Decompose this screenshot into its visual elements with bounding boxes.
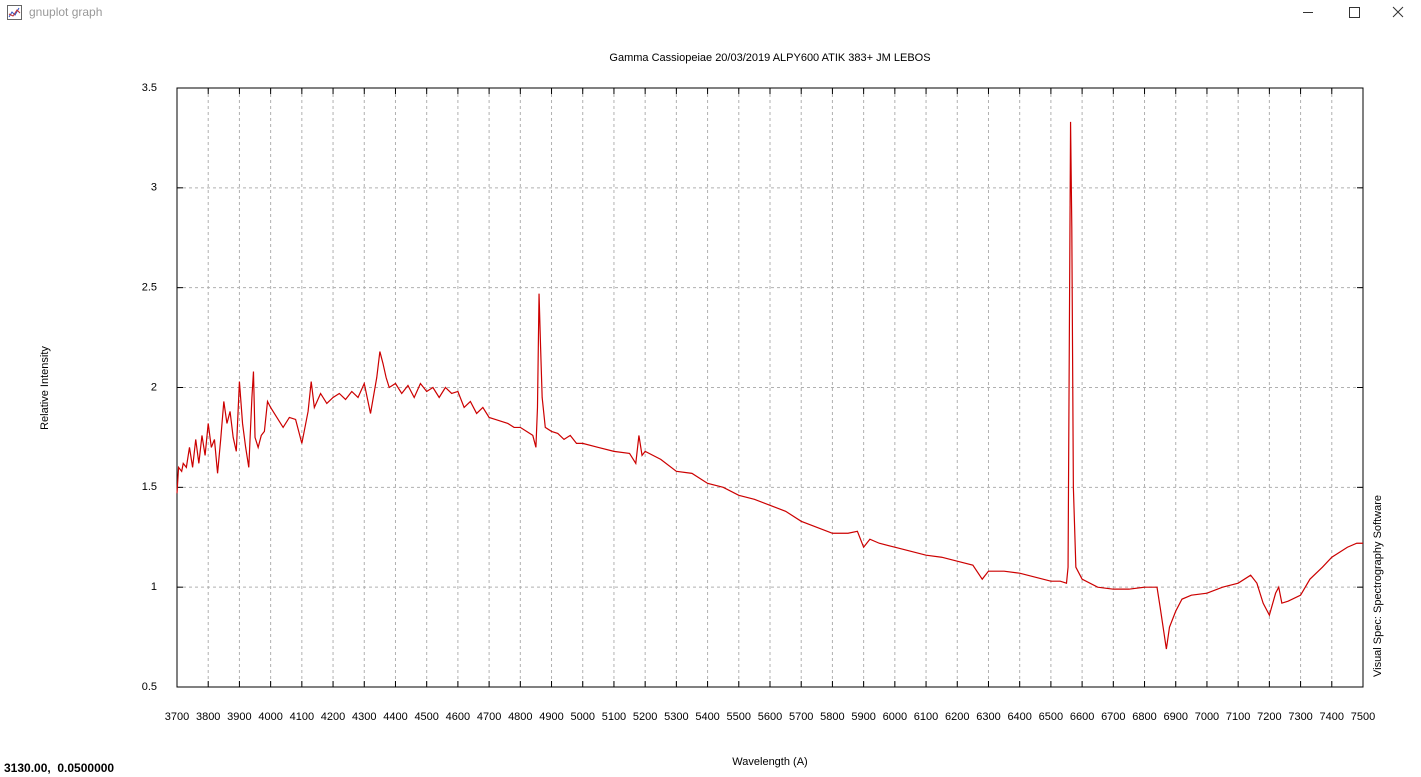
x-tick-label: 6900: [1163, 711, 1187, 723]
x-tick-label: 6000: [883, 711, 907, 723]
status-coordinates: 3130.00, 0.0500000: [4, 761, 115, 775]
x-tick-label: 5700: [789, 711, 813, 723]
x-tick-label: 5900: [851, 711, 875, 723]
x-tick-label: 5600: [758, 711, 782, 723]
minimize-button[interactable]: [1285, 0, 1331, 26]
x-tick-label: 4800: [508, 711, 532, 723]
app-icon: [7, 5, 22, 20]
close-button[interactable]: [1375, 0, 1421, 26]
title-bar: gnuplot graph: [0, 0, 1421, 26]
x-tick-label: 4400: [383, 711, 407, 723]
x-tick-label: 7400: [1320, 711, 1344, 723]
x-tick-label: 5000: [570, 711, 594, 723]
x-tick-label: 6600: [1070, 711, 1094, 723]
x-tick-label: 3700: [165, 711, 189, 723]
x-tick-label: 5100: [602, 711, 626, 723]
x-tick-label: 4600: [446, 711, 470, 723]
x-tick-label: 6100: [914, 711, 938, 723]
x-tick-label: 4100: [290, 711, 314, 723]
x-tick-label: 6400: [1007, 711, 1031, 723]
x-tick-label: 5500: [727, 711, 751, 723]
x-tick-label: 6300: [976, 711, 1000, 723]
spectrum-line: [176, 121, 1363, 650]
window-title: gnuplot graph: [29, 5, 103, 19]
x-tick-label: 7100: [1226, 711, 1250, 723]
y-axis-label: Relative Intensity: [39, 346, 51, 430]
x-tick-label: 6800: [1132, 711, 1156, 723]
x-tick-label: 7300: [1288, 711, 1312, 723]
x-tick-label: 6200: [945, 711, 969, 723]
y-tick-label: 2.5: [142, 282, 157, 294]
x-tick-label: 7500: [1351, 711, 1375, 723]
x-tick-label: 7200: [1257, 711, 1281, 723]
x-tick-label: 3800: [196, 711, 220, 723]
x-tick-label: 7000: [1195, 711, 1219, 723]
right-annotation: Visual Spec: Spectrography Software: [1372, 495, 1384, 677]
y-tick-label: 3.5: [142, 82, 157, 94]
x-axis-label: Wavelength (A): [732, 756, 807, 768]
plot-border: [176, 87, 1364, 688]
y-tick-label: 2: [151, 381, 157, 393]
x-tick-label: 5400: [695, 711, 719, 723]
x-tick-label: 3900: [227, 711, 251, 723]
y-tick-label: 1: [151, 581, 157, 593]
x-tick-label: 4300: [352, 711, 376, 723]
maximize-button[interactable]: [1331, 0, 1377, 26]
y-tick-label: 1.5: [142, 481, 157, 493]
x-tick-label: 4900: [539, 711, 563, 723]
x-tick-label: 5200: [633, 711, 657, 723]
y-tick-label: 0.5: [142, 681, 157, 693]
x-tick-label: 5800: [820, 711, 844, 723]
x-tick-label: 6700: [1101, 711, 1125, 723]
y-tick-label: 3: [151, 182, 157, 194]
x-tick-label: 6500: [1039, 711, 1063, 723]
x-tick-label: 4200: [321, 711, 345, 723]
x-tick-label: 4500: [414, 711, 438, 723]
x-tick-label: 4700: [477, 711, 501, 723]
x-tick-label: 4000: [258, 711, 282, 723]
x-tick-label: 5300: [664, 711, 688, 723]
chart-title: Gamma Cassiopeiae 20/03/2019 ALPY600 ATI…: [609, 52, 930, 64]
